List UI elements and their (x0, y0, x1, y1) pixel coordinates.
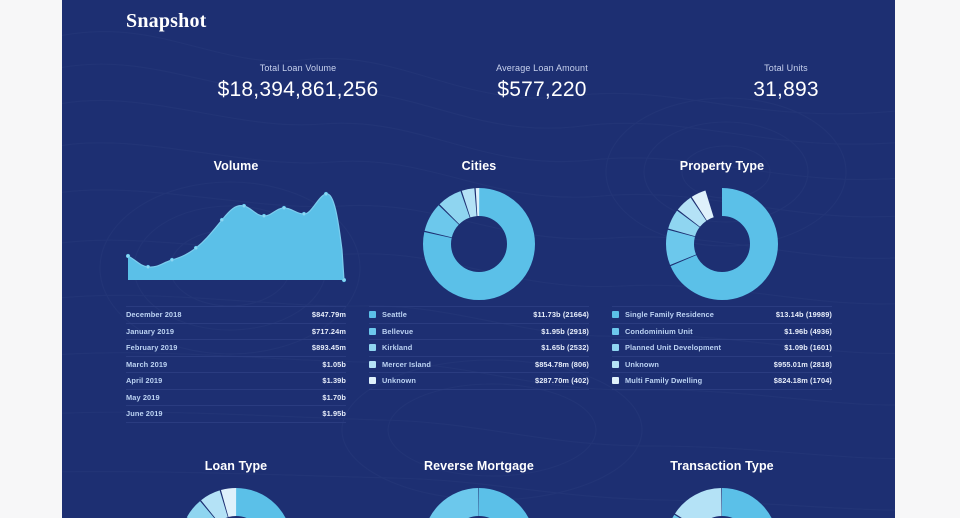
kpi-value: $18,394,861,256 (217, 78, 379, 101)
legend-swatch-icon (369, 360, 376, 368)
row-value: $1.05b (322, 359, 346, 369)
card-loan-type: Loan Type (126, 458, 346, 518)
legend-value: $287.70m (402) (535, 376, 589, 386)
kpi-label: Total Loan Volume (259, 63, 337, 73)
row-value: $893.45m (311, 343, 346, 353)
legend-value: $13.14b (19989) (775, 310, 832, 320)
table-row[interactable]: March 2019 $1.05b (126, 357, 346, 373)
table-row[interactable]: January 2019 $717.24m (126, 324, 346, 340)
card-title: Cities (461, 159, 497, 173)
legend-value: $955.01m (2818) (773, 359, 832, 369)
reverse-mortgage-donut-chart (369, 488, 589, 518)
legend-label: Seattle (382, 310, 407, 320)
legend-value: $854.78m (806) (535, 359, 589, 369)
legend-swatch-icon (612, 311, 619, 319)
list-item[interactable]: Condominium Unit $1.96b (4936) (612, 324, 832, 340)
transaction-type-donut-chart (612, 488, 832, 518)
legend-label: Bellevue (382, 326, 414, 336)
legend-swatch-icon (369, 311, 376, 319)
row-value: $1.39b (322, 376, 346, 386)
list-item[interactable]: Bellevue $1.95b (2918) (369, 324, 589, 340)
row-value: $847.79m (311, 310, 346, 320)
card-title: Loan Type (204, 459, 268, 473)
legend-value: $1.95b (2918) (541, 326, 589, 336)
list-item[interactable]: Single Family Residence $13.14b (19989) (612, 306, 832, 324)
cities-donut-chart (369, 188, 589, 300)
cities-legend: Seattle $11.73b (21664) Bellevue $1.95b … (369, 306, 589, 390)
card-title: Property Type (679, 159, 765, 173)
card-title: Volume (213, 159, 259, 173)
kpi-label: Average Loan Amount (496, 63, 588, 73)
list-item[interactable]: Kirkland $1.65b (2532) (369, 340, 589, 357)
loan-type-donut-chart (126, 488, 346, 518)
legend-label: Mercer Island (382, 359, 431, 369)
kpi-average-loan-amount: Average Loan Amount $577,220 (418, 62, 666, 103)
row-label: January 2019 (126, 326, 175, 336)
row-value: $1.70b (322, 392, 346, 402)
table-row[interactable]: April 2019 $1.39b (126, 373, 346, 390)
card-title: Transaction Type (670, 459, 774, 473)
list-item[interactable]: Seattle $11.73b (21664) (369, 306, 589, 324)
legend-swatch-icon (612, 360, 619, 368)
kpi-value: $577,220 (497, 78, 587, 101)
legend-swatch-icon (369, 344, 376, 352)
card-title: Reverse Mortgage (424, 459, 534, 473)
row-label: April 2019 (126, 376, 163, 386)
list-item[interactable]: Unknown $287.70m (402) (369, 373, 589, 390)
legend-value: $1.96b (4936) (784, 326, 832, 336)
legend-label: Single Family Residence (625, 310, 714, 320)
row-label: February 2019 (126, 343, 178, 353)
legend-swatch-icon (612, 327, 619, 335)
row-label: December 2018 (126, 310, 182, 320)
volume-table: December 2018 $847.79m January 2019 $717… (126, 306, 346, 423)
legend-value: $1.09b (1601) (784, 343, 832, 353)
kpi-row: Total Loan Volume $18,394,861,256 Averag… (62, 62, 895, 110)
card-property-type: Property Type (612, 158, 832, 390)
property-type-legend: Single Family Residence $13.14b (19989) … (612, 306, 832, 390)
legend-label: Unknown (382, 376, 416, 386)
table-row[interactable]: June 2019 $1.95b (126, 406, 346, 423)
volume-area-chart (126, 188, 346, 298)
property-type-donut-chart (612, 188, 832, 300)
kpi-value: 31,893 (753, 78, 819, 101)
card-reverse-mortgage: Reverse Mortgage (369, 458, 589, 518)
kpi-total-loan-volume: Total Loan Volume $18,394,861,256 (174, 62, 422, 103)
legend-value: $824.18m (1704) (773, 376, 832, 386)
legend-swatch-icon (369, 377, 376, 385)
legend-swatch-icon (369, 327, 376, 335)
legend-swatch-icon (612, 377, 619, 385)
kpi-label: Total Units (764, 63, 808, 73)
kpi-total-units: Total Units 31,893 (662, 62, 895, 103)
row-label: June 2019 (126, 409, 163, 419)
legend-label: Unknown (625, 359, 659, 369)
dashboard-panel: Snapshot Total Loan Volume $18,394,861,2… (62, 0, 895, 518)
legend-label: Condominium Unit (625, 326, 693, 336)
row-label: May 2019 (126, 392, 160, 402)
card-cities: Cities Seattle (369, 158, 589, 390)
table-row[interactable]: February 2019 $893.45m (126, 340, 346, 357)
card-volume: Volume (126, 158, 346, 423)
page-title: Snapshot (126, 10, 207, 32)
table-row[interactable]: December 2018 $847.79m (126, 306, 346, 324)
list-item[interactable]: Multi Family Dwelling $824.18m (1704) (612, 373, 832, 390)
legend-label: Kirkland (382, 343, 413, 353)
card-transaction-type: Transaction Type (612, 458, 832, 518)
table-row[interactable]: May 2019 $1.70b (126, 390, 346, 406)
legend-swatch-icon (612, 344, 619, 352)
list-item[interactable]: Unknown $955.01m (2818) (612, 357, 832, 373)
legend-label: Multi Family Dwelling (625, 376, 703, 386)
list-item[interactable]: Planned Unit Development $1.09b (1601) (612, 340, 832, 357)
legend-value: $1.65b (2532) (541, 343, 589, 353)
list-item[interactable]: Mercer Island $854.78m (806) (369, 357, 589, 373)
legend-value: $11.73b (21664) (533, 310, 589, 320)
row-label: March 2019 (126, 359, 168, 369)
row-value: $717.24m (311, 326, 346, 336)
row-value: $1.95b (322, 409, 346, 419)
legend-label: Planned Unit Development (625, 343, 722, 353)
